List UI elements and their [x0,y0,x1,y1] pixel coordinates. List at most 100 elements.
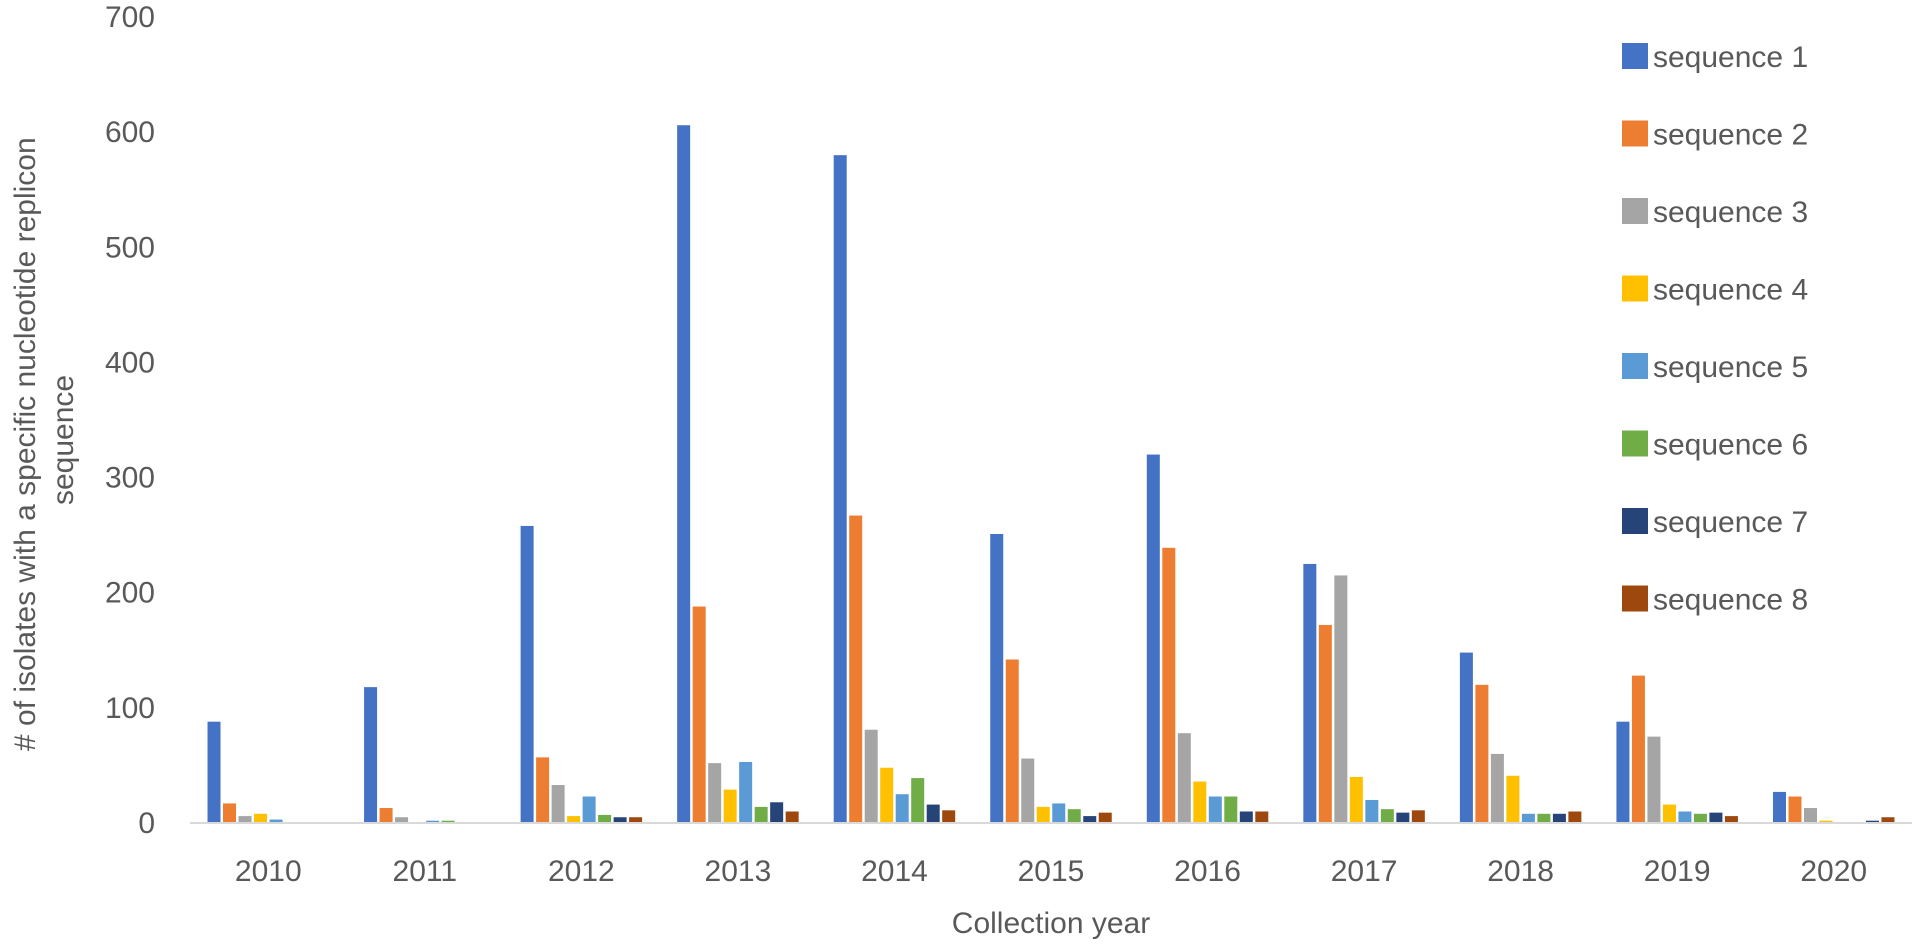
x-tick-label: 2013 [705,855,772,888]
bar-2016-sequence-7 [1239,811,1253,823]
bar-2015-sequence-4 [1036,806,1050,823]
bar-2015-sequence-6 [1067,809,1081,823]
bar-2020-sequence-1 [1772,791,1786,823]
bar-2017-sequence-2 [1318,624,1332,823]
legend: sequence 1 sequence 2 sequence 3 sequence 4… [1622,41,1808,617]
bar-2014-sequence-8 [942,810,956,823]
y-tick-label: 400 [105,346,155,379]
y-axis-title-line-2: sequence [47,375,80,505]
y-tick-label: 0 [138,807,155,840]
bar-2017-sequence-3 [1334,575,1348,823]
bar-2018-sequence-5 [1521,813,1535,823]
x-axis-title: Collection year [952,907,1150,940]
bar-2018-sequence-3 [1490,753,1504,823]
bar-2010-sequence-5 [269,819,283,823]
bar-2018-sequence-4 [1506,775,1520,823]
bar-2018-sequence-6 [1537,813,1551,823]
legend-label: sequence 8 [1653,584,1808,617]
legend-swatch [1622,508,1648,534]
bar-2012-sequence-1 [520,525,534,823]
bar-2010-sequence-1 [207,721,221,823]
bar-2015-sequence-5 [1052,803,1066,823]
bar-2011-sequence-2 [379,808,393,823]
x-tick-label: 2016 [1174,855,1241,888]
x-tick-label: 2012 [548,855,615,888]
bar-2014-sequence-1 [833,155,847,824]
x-tick-label: 2018 [1487,855,1554,888]
bar-2013-sequence-2 [692,606,706,823]
bar-2013-sequence-8 [785,811,799,823]
legend-swatch [1622,353,1648,379]
bar-2020-sequence-3 [1803,808,1817,823]
bar-2014-sequence-2 [849,515,863,823]
bar-2014-sequence-4 [880,767,894,823]
bar-2010-sequence-2 [223,803,237,823]
bar-2014-sequence-6 [911,778,925,823]
bar-2019-sequence-1 [1616,721,1630,823]
legend-label: sequence 5 [1653,351,1808,384]
bar-2014-sequence-3 [864,729,878,823]
x-tick-label: 2015 [1018,855,1085,888]
bar-2019-sequence-3 [1647,736,1661,823]
x-tick-label: 2017 [1331,855,1398,888]
bar-2011-sequence-5 [426,820,440,823]
bar-2020-sequence-4 [1819,820,1833,823]
x-tick-label: 2019 [1644,855,1711,888]
bar-2015-sequence-8 [1098,812,1112,823]
bar-2016-sequence-1 [1146,454,1160,823]
bar-2012-sequence-3 [551,785,565,823]
bar-2013-sequence-4 [723,789,737,823]
x-axis: 2010 2011 2012 2013 2014 2015 2016 2017 2018 2019… [190,822,1912,888]
bar-2016-sequence-3 [1177,733,1191,823]
bar-2013-sequence-6 [754,806,768,823]
legend-swatch [1622,198,1648,224]
bar-2012-sequence-7 [613,817,627,823]
y-axis-title-line-1: # of isolates with a specific nucleotide… [9,137,42,751]
bar-2011-sequence-6 [441,820,455,823]
bar-2015-sequence-7 [1083,816,1097,823]
y-tick-label: 500 [105,231,155,264]
bar-2017-sequence-1 [1303,563,1317,823]
bar-2010-sequence-3 [238,816,252,823]
bar-2016-sequence-8 [1255,811,1269,823]
bar-2012-sequence-8 [629,817,643,823]
legend-label: sequence 7 [1653,506,1808,539]
y-tick-label: 100 [105,692,155,725]
legend-swatch [1622,585,1648,612]
bar-2013-sequence-3 [708,763,722,823]
y-tick-label: 300 [105,462,155,495]
x-tick-label: 2020 [1800,855,1867,888]
y-tick-label: 200 [105,577,155,610]
bar-2013-sequence-5 [739,761,753,823]
y-tick-label: 600 [105,116,155,149]
bar-2015-sequence-2 [1005,659,1019,823]
bar-2017-sequence-4 [1349,776,1363,823]
legend-label: sequence 4 [1653,274,1808,307]
legend-swatch [1622,120,1648,147]
bar-2012-sequence-6 [598,814,612,823]
bar-2016-sequence-4 [1193,781,1207,823]
legend-swatch [1622,275,1648,302]
bar-2012-sequence-5 [582,796,596,823]
bar-2016-sequence-6 [1224,796,1238,823]
legend-swatch [1622,430,1648,457]
bar-2010-sequence-4 [254,813,268,823]
bar-2020-sequence-8 [1881,817,1895,823]
bar-2019-sequence-5 [1678,811,1692,823]
bar-2019-sequence-8 [1724,816,1738,823]
legend-label: sequence 3 [1653,196,1808,229]
bar-2019-sequence-4 [1662,804,1676,823]
bar-2011-sequence-3 [395,817,409,823]
bar-2020-sequence-2 [1788,796,1802,823]
y-axis: 0 100 200 300 400 500 600 700 [105,1,155,840]
bar-2016-sequence-2 [1162,547,1176,823]
bar-2019-sequence-2 [1631,675,1645,823]
bar-2013-sequence-7 [770,802,784,823]
x-tick-label: 2010 [235,855,302,888]
bar-2012-sequence-2 [536,757,550,823]
plot-area [207,125,1895,824]
bar-2018-sequence-1 [1459,652,1473,823]
y-axis-title: # of isolates with a specific nucleotide… [9,129,80,751]
